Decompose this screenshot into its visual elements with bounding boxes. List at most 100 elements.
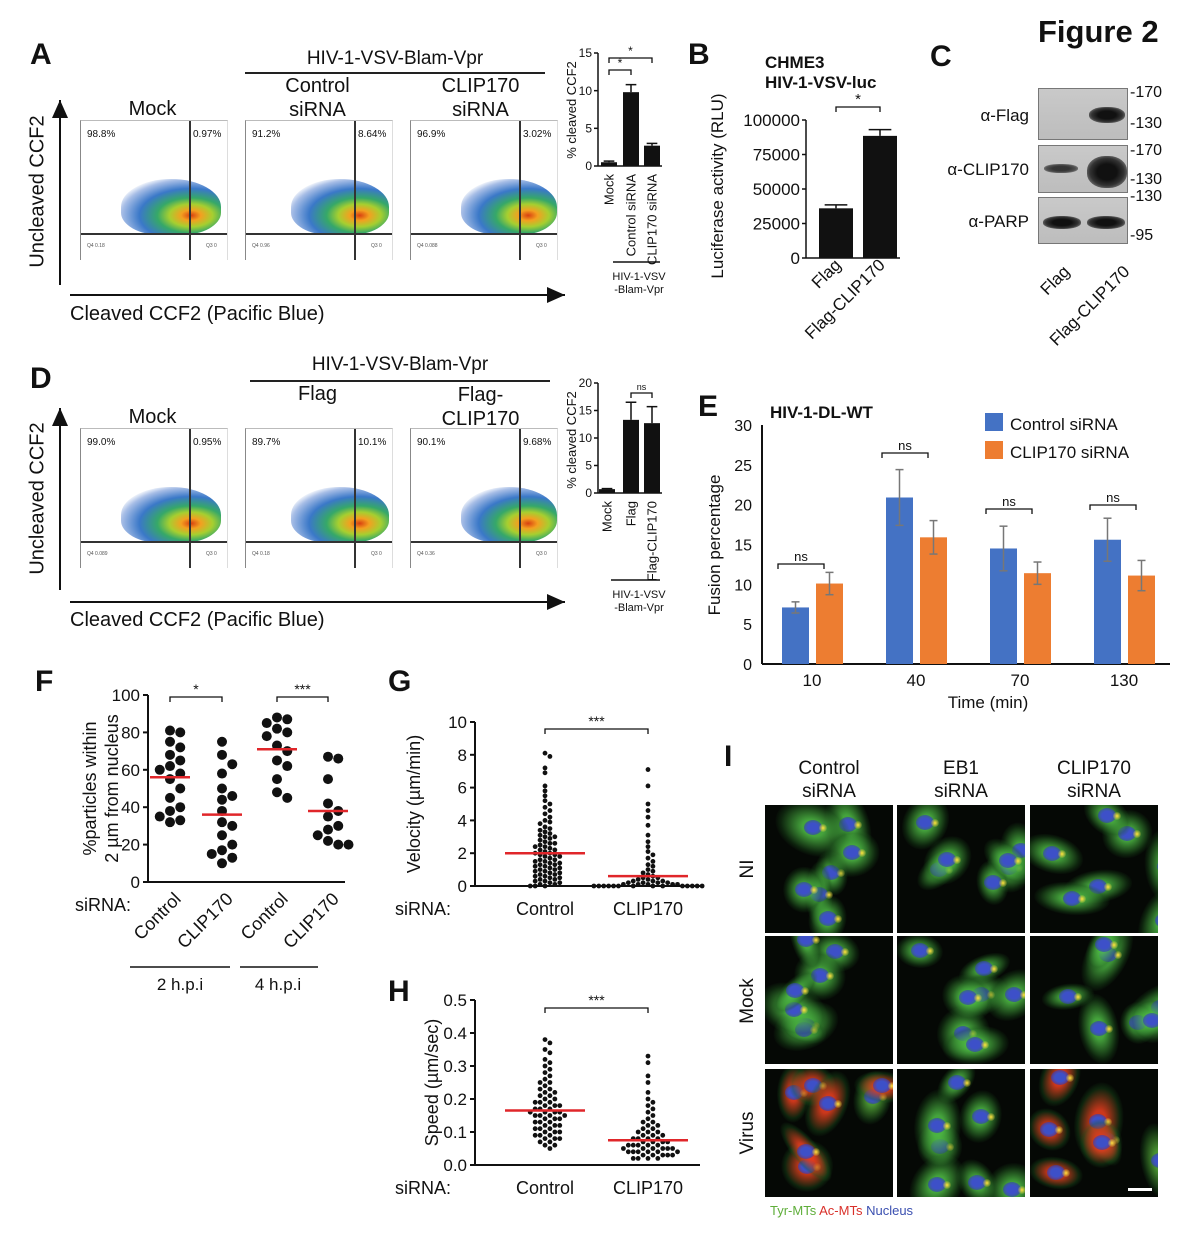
F-scatter-data-point bbox=[154, 764, 165, 775]
micrograph-tile bbox=[897, 1069, 1025, 1197]
F-scatter-data-point bbox=[333, 753, 344, 764]
e-significance-bracket-label: ns bbox=[794, 549, 808, 564]
H-scatter-data-point bbox=[552, 1103, 558, 1108]
flow-plot: 90.1% 9.68% Q4 0.36 Q3 0 bbox=[410, 428, 558, 568]
nucleus bbox=[938, 851, 957, 867]
F-scatter-data-point bbox=[206, 848, 217, 859]
B-bar-y-tick-label: 0 bbox=[791, 249, 800, 268]
B-bar-y-tick-label: 50000 bbox=[753, 180, 800, 199]
F-scatter-data-point bbox=[312, 830, 323, 841]
micrograph-tile bbox=[1030, 805, 1158, 933]
mtoc-spot bbox=[1018, 1185, 1025, 1194]
H-scatter-data-point bbox=[635, 1149, 641, 1155]
uncleaved-percentage: 91.2% bbox=[252, 129, 281, 140]
G-scatter-data-point bbox=[547, 814, 553, 820]
flow-density-cloud bbox=[291, 179, 389, 235]
F-scatter-data-point bbox=[261, 718, 272, 729]
F-scatter-data-point bbox=[165, 805, 175, 816]
H-scatter-data-point bbox=[645, 1060, 651, 1066]
panel-label-i: I bbox=[724, 740, 733, 773]
q4-value: Q4 0.36 bbox=[417, 551, 435, 557]
mw-marker: -95 bbox=[1130, 227, 1154, 244]
mtoc-spot bbox=[953, 855, 962, 864]
e-y-tick-label: 20 bbox=[734, 498, 752, 515]
G-scatter-category-label: Control bbox=[516, 899, 574, 919]
G-scatter-data-point bbox=[645, 877, 651, 882]
H-scatter-data-point bbox=[542, 1047, 548, 1052]
d-x-axis-arrow-head bbox=[547, 594, 565, 610]
G-scatter-data-point bbox=[645, 783, 651, 789]
H-scatter-category-label: Control bbox=[516, 1178, 574, 1198]
F-scatter-data-point bbox=[217, 794, 227, 805]
F-scatter-data-point bbox=[343, 839, 354, 850]
H-scatter-data-point bbox=[547, 1093, 553, 1099]
G-scatter-data-point bbox=[552, 881, 558, 887]
F-scatter-data-point bbox=[282, 727, 293, 738]
H-scatter-data-point bbox=[650, 1146, 656, 1151]
H-scatter-data-point bbox=[625, 1142, 631, 1148]
A-bar-y-tick-label: 15 bbox=[579, 46, 593, 60]
blot-band bbox=[1087, 216, 1125, 229]
i-column-line1: Control bbox=[798, 758, 860, 779]
F-scatter-data-point bbox=[227, 820, 238, 831]
e-y-tick-label: 15 bbox=[734, 538, 752, 555]
quadrant-line-vertical bbox=[189, 121, 191, 260]
H-scatter-data-point bbox=[552, 1096, 558, 1102]
mtoc-spot bbox=[810, 885, 819, 894]
H-scatter-data-point bbox=[542, 1070, 548, 1075]
quadrant-line-horizontal bbox=[411, 233, 557, 235]
F-scatter-data-point bbox=[175, 815, 186, 826]
F-scatter-data-point bbox=[282, 714, 293, 725]
A-bar-y-tick-label: 0 bbox=[585, 159, 592, 173]
F-scatter-data-point bbox=[272, 712, 282, 723]
mtoc-spot bbox=[1014, 857, 1022, 866]
G-scatter-data-point bbox=[625, 880, 631, 886]
blot-row-label-flag: α-Flag bbox=[980, 106, 1029, 125]
B-bar-category-label: Flag-CLIP170 bbox=[801, 255, 889, 343]
A-bar-significance-bracket bbox=[608, 57, 653, 63]
G-scatter-data-point bbox=[547, 865, 553, 871]
G-scatter-data-point bbox=[547, 860, 553, 866]
H-scatter-data-point bbox=[547, 1086, 553, 1092]
H-scatter-data-point bbox=[557, 1123, 563, 1128]
G-scatter-significance-bracket-label: *** bbox=[588, 713, 605, 729]
G-scatter-data-point bbox=[552, 840, 558, 846]
legend-ac-mts: Ac-MTs bbox=[819, 1203, 863, 1218]
G-scatter-data-point bbox=[645, 881, 651, 887]
H-scatter-data-point bbox=[621, 1146, 626, 1151]
H-scatter-data-point bbox=[537, 1139, 543, 1145]
H-scatter-significance-bracket-label: *** bbox=[588, 992, 605, 1008]
A-bar-y-tick-label: 10 bbox=[579, 84, 593, 98]
F-scatter-data-point bbox=[227, 852, 238, 863]
A-bar-bar bbox=[644, 145, 660, 166]
G-scatter-y-tick-label: 4 bbox=[458, 811, 467, 830]
nucleus bbox=[971, 1108, 990, 1124]
flow-plot: 89.7% 10.1% Q4 0.18 Q3 0 bbox=[245, 428, 393, 568]
F-scatter-data-point bbox=[217, 858, 227, 869]
cleaved-percentage: 9.68% bbox=[523, 437, 552, 448]
nucleus bbox=[795, 881, 814, 897]
legend-tyr-mts: Tyr-MTs bbox=[770, 1203, 817, 1218]
mtoc-spot bbox=[888, 1082, 893, 1091]
G-scatter-data-point bbox=[547, 845, 553, 851]
nucleus bbox=[1039, 1121, 1058, 1137]
G-scatter-data-point bbox=[542, 811, 548, 817]
G-scatter-data-point bbox=[591, 883, 597, 889]
H-scatter-data-point bbox=[670, 1152, 675, 1158]
nucleus bbox=[958, 990, 977, 1006]
mtoc-spot bbox=[1062, 1168, 1071, 1177]
H-scatter-significance-bracket bbox=[544, 1007, 649, 1013]
F-scatter-data-point bbox=[165, 774, 175, 785]
e-legend-label: Control siRNA bbox=[1010, 415, 1118, 434]
F-scatter-data-point bbox=[227, 759, 238, 770]
H-scatter-data-point bbox=[650, 1152, 656, 1158]
H-scatter-data-point bbox=[557, 1129, 563, 1135]
i-row-virus: Virus bbox=[737, 1111, 758, 1155]
H-scatter-data-point bbox=[532, 1126, 538, 1132]
D-bar-group-label: HIV-1-VSV bbox=[612, 589, 666, 601]
q3-value: Q3 0 bbox=[371, 551, 382, 557]
H-scatter-data-point bbox=[532, 1099, 538, 1105]
D-bar-bar bbox=[644, 423, 660, 493]
F-scatter-data-point bbox=[333, 820, 344, 831]
F-scatter-data-point bbox=[165, 792, 175, 803]
